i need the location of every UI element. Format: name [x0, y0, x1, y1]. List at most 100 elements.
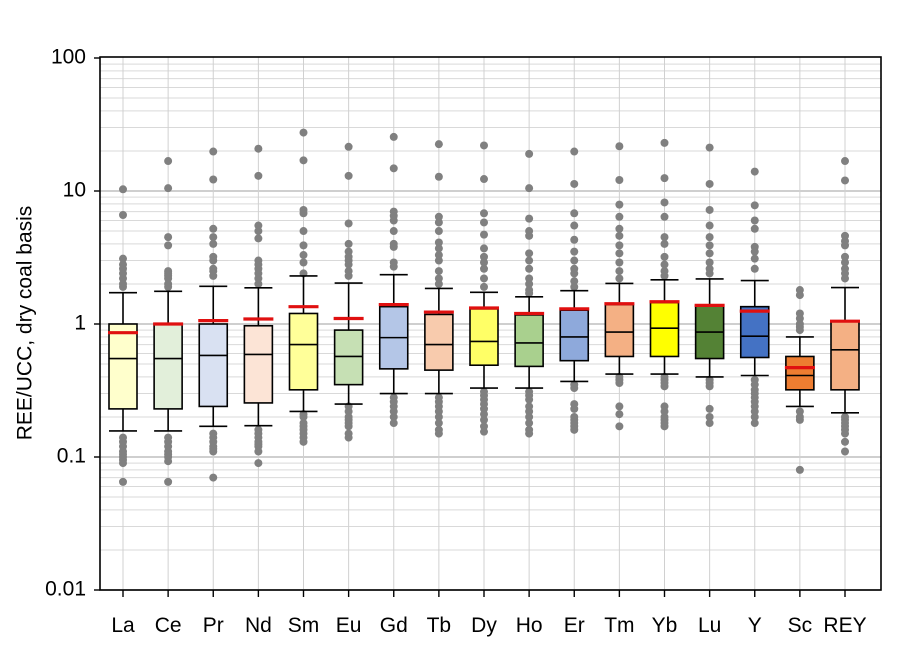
outlier-point [344, 142, 353, 151]
outlier-point [434, 267, 443, 276]
y-tick-label: 0.01 [45, 578, 86, 601]
outlier-point [750, 407, 759, 416]
outlier-point [615, 410, 624, 419]
iqr-box [514, 314, 544, 368]
iqr-box [153, 323, 183, 410]
outlier-point [570, 256, 579, 265]
x-axis: La Ce Pr Nd Sm Eu Gd Tb Dy Ho Er Tm Yb Lu Y Sc REY [111, 590, 867, 637]
outlier-point [164, 282, 173, 291]
outlier-point [570, 277, 579, 286]
outlier-point [615, 258, 624, 267]
outlier-point [434, 251, 443, 260]
outlier-point [525, 419, 534, 428]
outlier-point [705, 233, 714, 242]
outlier-point [750, 201, 759, 210]
outlier-point [299, 156, 308, 165]
outlier-point [615, 212, 624, 221]
outlier-point [480, 427, 488, 436]
outlier-point [480, 141, 488, 150]
outlier-point [480, 244, 488, 253]
outlier-point [795, 291, 804, 300]
outlier-point [660, 252, 669, 261]
x-tick-label: Er [564, 614, 585, 637]
outlier-point [209, 256, 218, 265]
outlier-point [705, 419, 714, 428]
outlier-point [570, 221, 579, 230]
outlier-point [480, 218, 488, 227]
outlier-point [480, 415, 488, 424]
outlier-point [164, 157, 173, 166]
outlier-point [389, 164, 398, 173]
outlier-point [705, 258, 714, 267]
outlier-point [389, 262, 398, 271]
outlier-point [615, 200, 624, 209]
y-tick-label: 0.1 [57, 445, 86, 468]
outlier-point [299, 412, 308, 421]
outlier-point [660, 260, 669, 269]
outlier-point [209, 175, 218, 184]
box-tb [423, 140, 454, 438]
outlier-point [434, 218, 443, 227]
box-series [108, 128, 860, 486]
outlier-point [660, 239, 669, 248]
x-tick-label: Ho [516, 614, 543, 637]
outlier-point [434, 407, 443, 416]
iqr-box [739, 305, 770, 359]
outlier-point [570, 384, 579, 393]
outlier-point [299, 251, 308, 260]
box-ho [514, 149, 545, 438]
outlier-point [389, 132, 398, 141]
outlier-point [525, 231, 534, 240]
outlier-point [795, 407, 804, 416]
outlier-point [841, 274, 849, 283]
iqr-box [243, 324, 274, 404]
outlier-point [434, 238, 443, 247]
outlier-point [615, 267, 624, 276]
outlier-point [525, 274, 534, 283]
outlier-point [119, 185, 127, 194]
box-sc [784, 286, 815, 474]
outlier-point [299, 258, 308, 267]
outlier-point [841, 429, 849, 438]
outlier-point [570, 282, 579, 291]
iqr-box [559, 309, 590, 362]
outlier-point [660, 382, 669, 391]
x-tick-label: Sc [788, 614, 813, 637]
iqr-box [198, 323, 229, 408]
outlier-point [254, 144, 263, 153]
x-tick-label: Pr [203, 614, 224, 637]
outlier-point [119, 477, 127, 486]
outlier-point [705, 241, 714, 250]
outlier-point [344, 433, 353, 442]
x-tick-label: Gd [380, 614, 408, 637]
outlier-point [750, 167, 759, 176]
outlier-point [750, 216, 759, 225]
outlier-point [795, 314, 804, 323]
outlier-point [705, 143, 714, 152]
outlier-point [434, 227, 443, 236]
outlier-point [705, 179, 714, 188]
outlier-point [209, 473, 218, 482]
outlier-point [615, 422, 624, 431]
outlier-point [615, 224, 624, 233]
iqr-box [785, 355, 815, 391]
outlier-point [434, 256, 443, 265]
outlier-point [164, 233, 173, 242]
outlier-point [660, 233, 669, 242]
outlier-point [525, 279, 534, 288]
outlier-point [525, 289, 534, 298]
outlier-point [480, 264, 488, 273]
outlier-point [570, 235, 579, 244]
outlier-point [209, 271, 218, 280]
outlier-point [750, 254, 759, 263]
outlier-point [299, 128, 308, 137]
outlier-point [660, 407, 669, 416]
outlier-point [570, 425, 579, 434]
outlier-point [164, 477, 173, 486]
outlier-point [389, 216, 398, 225]
outlier-point [615, 274, 624, 283]
x-tick-label: REY [823, 614, 866, 637]
outlier-point [299, 437, 308, 446]
outlier-point [615, 402, 624, 411]
outlier-point [570, 147, 579, 156]
